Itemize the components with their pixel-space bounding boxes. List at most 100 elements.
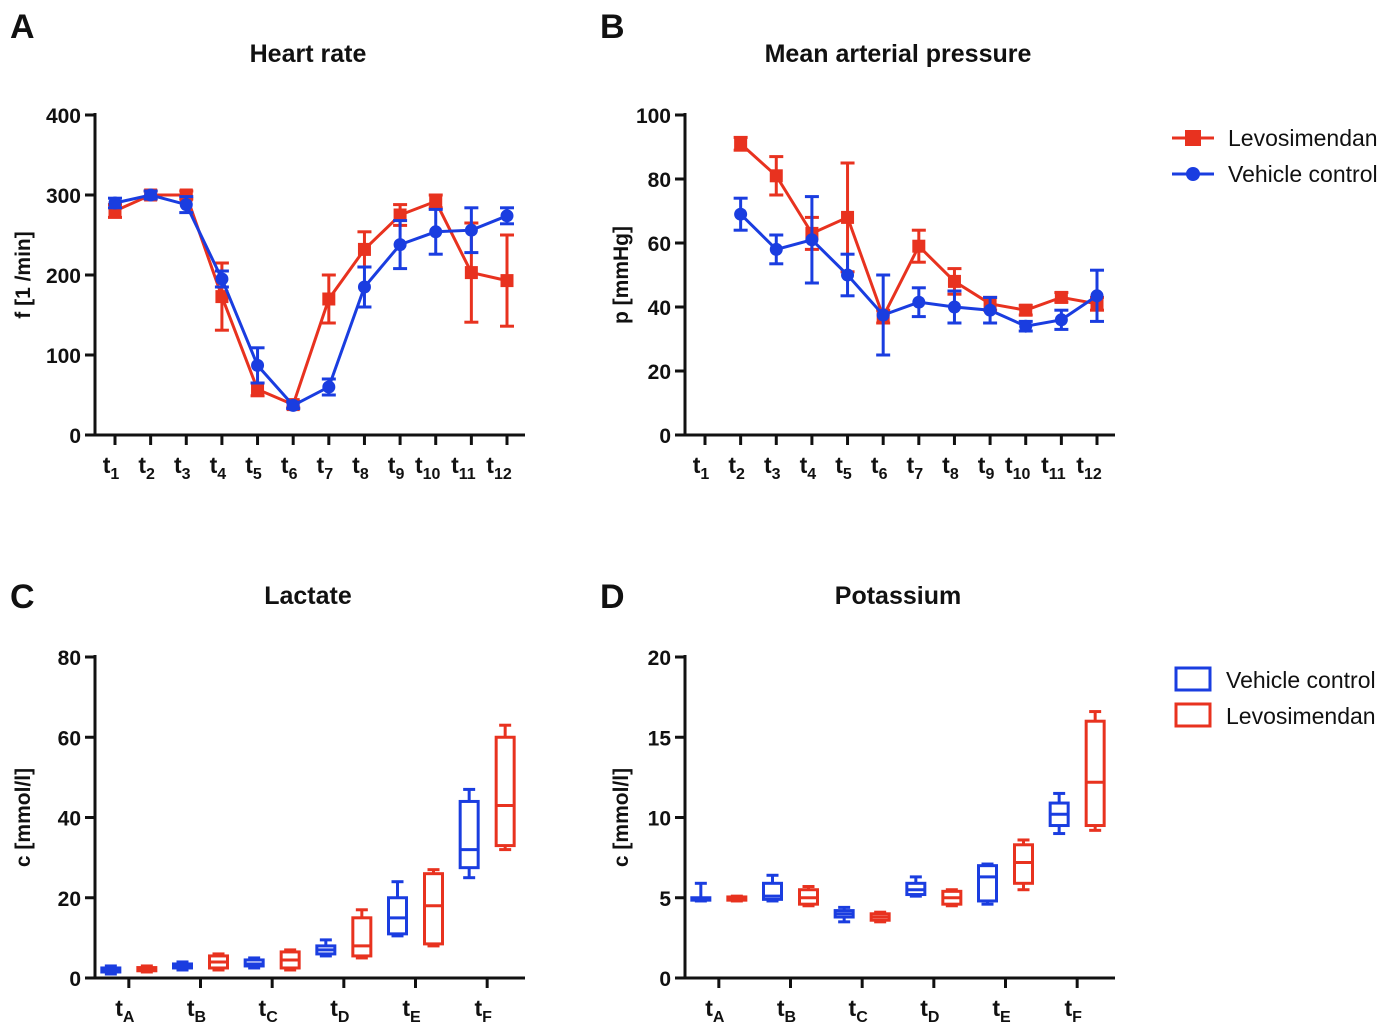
panel-c: C Lactate c [mmol/l] 0 20 40 60 80 tA tB tC tD tE tF: [10, 578, 525, 1026]
y-tick-label: 20: [648, 361, 671, 384]
data-point: [1054, 313, 1068, 327]
legend-top: Levosimendan Vehicle control: [1172, 125, 1378, 187]
x-tick-label: t1: [103, 452, 120, 483]
chart-title: Heart rate: [250, 40, 367, 68]
box-plot: [1084, 710, 1106, 832]
data-point: [429, 225, 443, 239]
box-iqr: [494, 735, 516, 848]
y-tick-label: 0: [69, 425, 81, 448]
data-point: [912, 295, 926, 309]
box-plot: [458, 787, 480, 880]
legend-top-item-1: Vehicle control: [1172, 161, 1378, 187]
series-vehicle-control: [108, 188, 514, 412]
x-tick-label: tE: [402, 995, 421, 1026]
x-tick-label: tF: [474, 995, 492, 1026]
panel-d: D Potassium c [mmol/l] 0 5 10 15 20 tA tB tC tD tE tF: [600, 578, 1115, 1026]
y-axis-label: p [mmHg]: [610, 226, 633, 324]
data-point: [179, 198, 193, 212]
box-plot: [100, 964, 122, 976]
x-tick-label: t11: [1041, 452, 1066, 483]
x-tick-label: tD: [330, 995, 349, 1026]
box-plot: [762, 873, 783, 903]
box-plot: [315, 938, 337, 958]
x-tick-label: tC: [849, 995, 869, 1026]
data-point: [734, 137, 748, 151]
y-tick-label: 15: [648, 727, 672, 750]
x-tick-label: t4: [210, 452, 227, 483]
data-point: [805, 233, 819, 247]
panel-b: B Mean arterial pressure p [mmHg] 0 20 40 60 80…: [600, 8, 1115, 483]
series-levosimendan: [726, 710, 1106, 924]
y-tick-label: 20: [648, 647, 671, 670]
y-tick-label: 60: [648, 233, 671, 256]
panel-letter: B: [600, 8, 625, 46]
box-plot: [1013, 838, 1034, 892]
box-plot: [172, 960, 193, 972]
x-tick-label: t10: [415, 452, 441, 483]
data-point: [734, 207, 748, 221]
legend-top-item-0: Levosimendan: [1172, 125, 1378, 151]
y-axis-label: c [mmol/l]: [12, 768, 35, 867]
y-tick-label: 300: [46, 185, 81, 208]
box-plot: [977, 862, 998, 906]
box-iqr: [977, 864, 998, 903]
box-iqr: [387, 896, 408, 936]
series-line: [114, 193, 508, 407]
data-point: [464, 223, 478, 237]
y-tick-label: 20: [58, 888, 81, 911]
x-tick-label: t8: [352, 452, 369, 483]
box-iqr: [762, 881, 783, 901]
series-levosimendan: [108, 188, 514, 412]
box-plot: [905, 875, 927, 898]
data-point: [357, 242, 371, 256]
panel-letter: D: [600, 578, 625, 616]
data-point: [251, 358, 265, 372]
data-point: [841, 210, 855, 224]
data-point: [286, 398, 300, 412]
x-tick-label: tD: [920, 995, 939, 1026]
y-tick-label: 40: [58, 808, 81, 831]
data-point: [500, 274, 514, 288]
y-tick-label: 80: [648, 169, 671, 192]
series-vehicle-control: [100, 787, 480, 976]
box-iqr: [423, 872, 444, 946]
y-tick-label: 80: [58, 647, 81, 670]
x-tick-label: t6: [871, 452, 888, 483]
data-point: [251, 382, 265, 396]
box-plot: [351, 908, 373, 960]
data-point: [1054, 290, 1068, 304]
circle-marker-icon: [1186, 167, 1200, 181]
legend-bottom-item-0: Vehicle control: [1174, 666, 1376, 693]
data-point: [322, 292, 336, 306]
x-tick-label: t5: [835, 452, 852, 483]
box-plot: [798, 885, 819, 908]
box-swatch-icon: [1174, 702, 1212, 728]
x-tick-label: t10: [1005, 452, 1031, 483]
data-point: [179, 188, 193, 202]
box-plot: [423, 868, 444, 948]
series-vehicle-control: [733, 195, 1104, 357]
box-plot: [136, 964, 158, 974]
y-tick-label: 10: [648, 808, 671, 831]
data-point: [841, 268, 855, 282]
data-point: [393, 208, 407, 222]
x-tick-label: t11: [451, 452, 476, 483]
x-tick-label: t3: [174, 452, 191, 483]
x-tick-label: t8: [942, 452, 959, 483]
x-tick-label: t2: [728, 452, 745, 483]
chart-title: Lactate: [264, 582, 352, 610]
x-tick-label: t3: [764, 452, 781, 483]
x-tick-label: t5: [245, 452, 262, 483]
box-plot: [494, 723, 516, 852]
data-point: [108, 196, 122, 210]
box-iqr: [351, 916, 373, 958]
x-tick-label: tE: [992, 995, 1011, 1026]
data-point: [215, 290, 229, 304]
data-point: [357, 280, 371, 294]
series-levosimendan: [136, 723, 516, 974]
x-tick-label: tC: [259, 995, 279, 1026]
y-axis-label: f [1 /min]: [12, 231, 35, 319]
x-tick-label: t12: [1076, 452, 1102, 483]
data-point: [464, 266, 478, 280]
y-tick-label: 400: [46, 105, 81, 128]
